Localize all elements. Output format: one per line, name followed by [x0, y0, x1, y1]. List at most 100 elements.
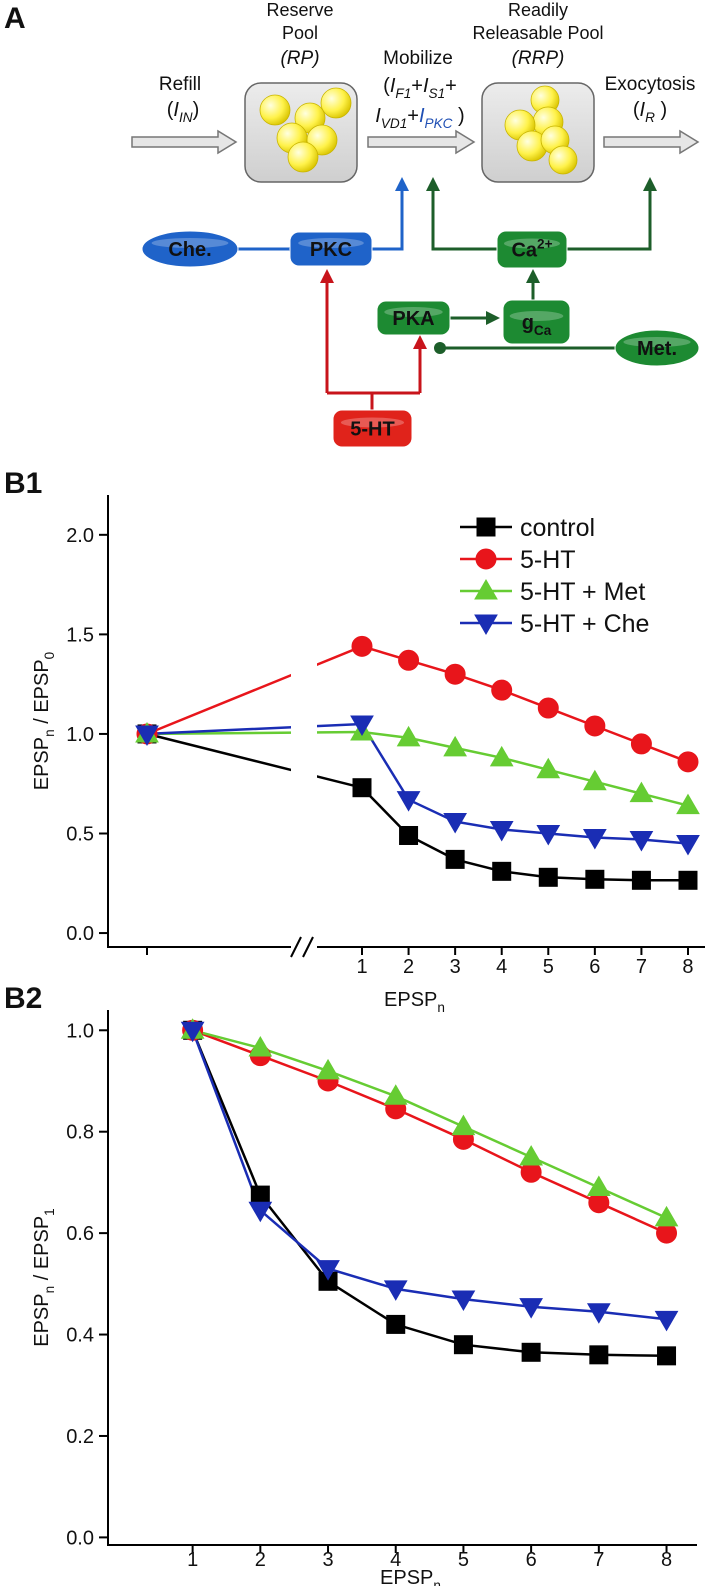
- pool-abbr: (RRP): [512, 48, 565, 69]
- marker: [445, 849, 465, 869]
- text-part: Che.: [168, 239, 211, 261]
- y-tick-label: 1.5: [66, 624, 94, 646]
- pool-label: Readily: [508, 0, 568, 20]
- y-tick-label: 2.0: [66, 525, 94, 547]
- node-label: 5-HT: [350, 419, 394, 441]
- marker: [492, 861, 512, 881]
- x-tick-label: 6: [526, 1549, 537, 1571]
- marker: [396, 791, 421, 812]
- legend-marker: [476, 517, 496, 537]
- node-shape: [376, 300, 451, 336]
- text-part: n: [437, 1000, 445, 1015]
- marker: [316, 1058, 340, 1080]
- node-gloss: [340, 417, 405, 428]
- y-tick-label: 0.0: [66, 923, 94, 945]
- text-part: 2+: [537, 237, 553, 252]
- marker: [536, 825, 561, 846]
- marker: [248, 1036, 273, 1057]
- y-axis-title: EPSPn / EPSP1: [31, 1208, 57, 1347]
- legend-marker: [474, 614, 498, 635]
- marker: [351, 635, 373, 657]
- text-part: (: [633, 99, 640, 121]
- node-shape: [141, 230, 239, 268]
- text-part: PKC: [310, 239, 352, 261]
- marker: [657, 1346, 677, 1366]
- y-tick-label: 0.8: [66, 1122, 94, 1144]
- text-part: +: [407, 105, 419, 127]
- marker: [491, 679, 513, 701]
- text-part: R: [645, 110, 655, 125]
- x-tick-label: 7: [636, 956, 647, 978]
- node-shape: [496, 230, 568, 269]
- legend-marker: [475, 548, 497, 570]
- rate-label: IVD1+IPKC ): [375, 105, 464, 131]
- panel-label: B2: [4, 982, 42, 1015]
- text-part: ): [453, 105, 465, 127]
- text-part: PKC: [425, 116, 453, 131]
- marker: [538, 867, 558, 887]
- text-part: +: [445, 75, 457, 97]
- x-tick-label: 4: [390, 1549, 401, 1571]
- series-line: [191, 1029, 667, 1321]
- node-label: Ca2+: [511, 237, 552, 262]
- y-tick-label: 1.0: [66, 1020, 94, 1042]
- rate-label: (IIN): [167, 99, 200, 125]
- x-tick-label: 4: [496, 956, 507, 978]
- marker: [586, 1303, 611, 1324]
- x-tick-label: 8: [682, 956, 693, 978]
- y-tick-label: 0.6: [66, 1223, 94, 1245]
- x-tick-label: 5: [458, 1549, 469, 1571]
- marker: [629, 830, 654, 852]
- node-label: Met.: [637, 338, 677, 360]
- x-tick-label: 1: [187, 1549, 198, 1571]
- text-part: n: [433, 1578, 441, 1586]
- node-label: Che.: [168, 239, 211, 261]
- text-part: 5-HT: [350, 419, 394, 441]
- text-part: VD1: [381, 116, 407, 131]
- marker: [443, 813, 468, 834]
- marker: [180, 1021, 205, 1043]
- text-part: I: [419, 105, 425, 127]
- x-tick-label: 3: [322, 1549, 333, 1571]
- text-part: g: [522, 312, 534, 334]
- node-gloss: [298, 238, 364, 248]
- text-part: I: [640, 99, 646, 121]
- marker: [248, 1201, 273, 1223]
- marker: [396, 725, 421, 747]
- panel-label: A: [4, 2, 26, 35]
- x-tick-label: 1: [356, 956, 367, 978]
- text-part: +: [411, 75, 423, 97]
- text-part: (: [167, 99, 174, 121]
- text-part: S1: [429, 86, 446, 101]
- marker: [536, 757, 561, 779]
- node-gloss: [509, 311, 564, 321]
- marker: [585, 869, 605, 889]
- marker: [654, 1310, 679, 1332]
- process-label: Refill: [159, 74, 201, 95]
- series-line: [146, 732, 688, 882]
- marker: [489, 745, 514, 767]
- marker: [399, 825, 419, 845]
- rate-label: (IF1+IS1+: [383, 75, 457, 101]
- node-label: PKC: [310, 239, 352, 261]
- node-shape: [332, 409, 413, 448]
- pool-label: Releasable Pool: [472, 23, 603, 43]
- text-part: n: [42, 729, 57, 737]
- y-tick-label: 0.4: [66, 1325, 94, 1347]
- marker: [519, 1145, 543, 1166]
- x-tick-label: 5: [543, 956, 554, 978]
- panel-label: B1: [4, 467, 42, 500]
- x-tick-label: 8: [661, 1549, 672, 1571]
- series-line: [191, 1029, 667, 1358]
- text-part: 1: [42, 1208, 57, 1216]
- marker: [676, 834, 700, 856]
- node-label: PKA: [392, 308, 434, 330]
- y-tick-label: 0.0: [66, 1527, 94, 1549]
- text-part: / EPSP: [31, 1216, 53, 1286]
- marker: [676, 793, 700, 815]
- marker: [631, 870, 651, 890]
- series-line: [192, 1029, 668, 1220]
- marker: [352, 778, 372, 798]
- text-part: EPSP: [384, 989, 437, 1011]
